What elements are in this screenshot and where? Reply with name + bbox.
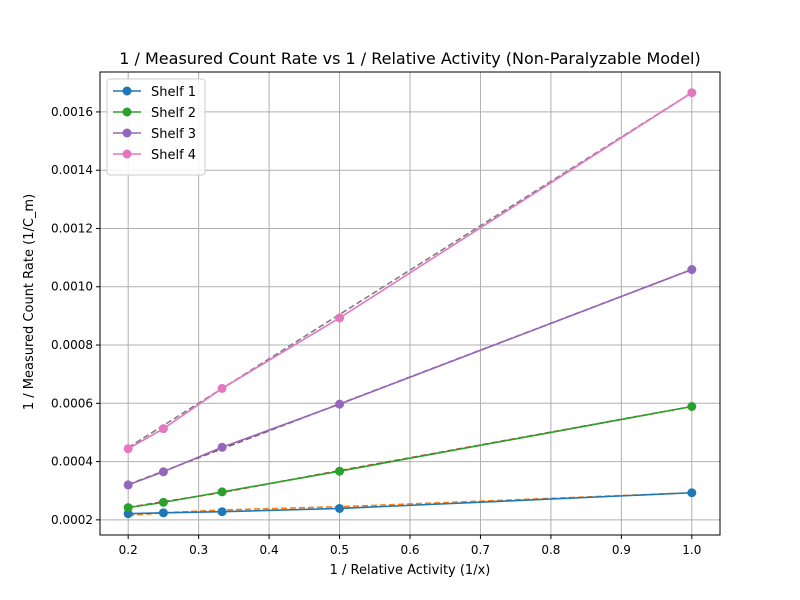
y-tick-label: 0.0012 — [51, 221, 93, 235]
data-point-shelf-1 — [335, 503, 345, 513]
data-point-shelf-2 — [687, 402, 697, 412]
data-point-shelf-4 — [123, 444, 133, 454]
y-tick-label: 0.0010 — [51, 280, 93, 294]
data-point-shelf-1 — [158, 508, 168, 518]
data-series — [123, 88, 697, 519]
x-tick-label: 0.5 — [330, 543, 349, 557]
y-tick-label: 0.0002 — [51, 513, 93, 527]
data-point-shelf-2 — [158, 497, 168, 507]
legend: Shelf 1 Shelf 2 Shelf 3 Shelf 4 — [106, 78, 206, 176]
x-axis-label: 1 / Relative Activity (1/x) — [330, 563, 491, 578]
data-point-shelf-1 — [217, 507, 227, 517]
legend-label: Shelf 3 — [151, 127, 196, 142]
data-point-shelf-3 — [158, 467, 168, 477]
data-point-shelf-4 — [158, 424, 168, 434]
x-tick-label: 0.2 — [119, 543, 138, 557]
y-tick-label: 0.0016 — [51, 105, 93, 119]
x-tick-label: 0.4 — [260, 543, 279, 557]
legend-marker — [122, 128, 132, 138]
x-tick-label: 0.6 — [400, 543, 419, 557]
y-tick-label: 0.0006 — [51, 396, 93, 410]
data-point-shelf-3 — [123, 480, 133, 490]
grid — [100, 72, 720, 535]
legend-label: Shelf 4 — [151, 148, 196, 163]
legend-label: Shelf 1 — [151, 85, 196, 100]
x-tick-label: 0.7 — [471, 543, 490, 557]
data-point-shelf-3 — [687, 265, 697, 275]
data-point-shelf-3 — [217, 442, 227, 452]
legend-marker — [122, 149, 132, 159]
ticks: 0.2 0.3 0.4 0.5 0.6 0.7 0.8 0.9 1.0 0.0002 0.0004 0… — [51, 105, 701, 557]
y-axis-label: 1 / Measured Count Rate (1/C_m) — [22, 194, 37, 410]
x-tick-label: 1.0 — [682, 543, 701, 557]
chart-title: 1 / Measured Count Rate vs 1 / Relative … — [119, 49, 700, 68]
x-tick-label: 0.9 — [612, 543, 631, 557]
x-tick-label: 0.8 — [541, 543, 560, 557]
data-point-shelf-2 — [217, 487, 227, 497]
y-tick-label: 0.0004 — [51, 455, 93, 469]
data-point-shelf-4 — [217, 383, 227, 393]
legend-box — [106, 78, 206, 176]
data-point-shelf-1 — [687, 488, 697, 498]
y-tick-label: 0.0008 — [51, 338, 93, 352]
data-point-shelf-4 — [335, 313, 345, 323]
legend-label: Shelf 2 — [151, 106, 196, 121]
legend-marker — [122, 86, 132, 96]
data-point-shelf-2 — [335, 466, 345, 476]
data-point-shelf-2 — [123, 503, 133, 513]
data-point-shelf-4 — [687, 88, 697, 98]
legend-marker — [122, 107, 132, 117]
y-tick-label: 0.0014 — [51, 163, 93, 177]
x-tick-label: 0.3 — [189, 543, 208, 557]
data-point-shelf-3 — [335, 399, 345, 409]
